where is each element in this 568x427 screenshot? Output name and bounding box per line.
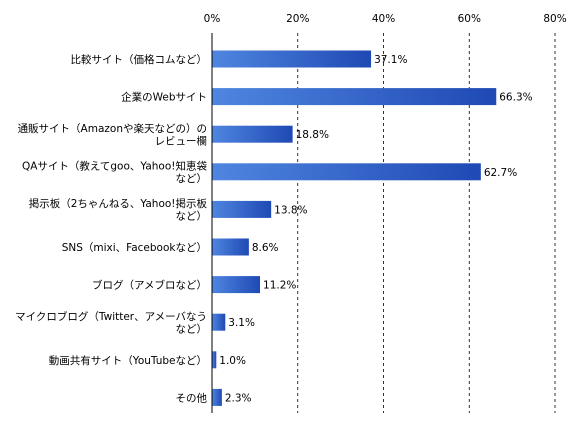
category-label: など） bbox=[176, 211, 208, 223]
bar bbox=[212, 125, 293, 143]
category-label: 企業のWebサイト bbox=[121, 91, 207, 104]
x-axis-ticks: 0% 20% 40% 60% 80% bbox=[204, 13, 567, 25]
category-label: ブログ（アメブロなど） bbox=[92, 279, 207, 292]
bar bbox=[212, 388, 222, 406]
bar-value-label: 18.8% bbox=[296, 129, 329, 141]
x-tick-label: 60% bbox=[458, 13, 481, 25]
bar-value-label: 2.3% bbox=[225, 392, 252, 404]
category-label: その他 bbox=[176, 391, 208, 404]
category-label: 比較サイト（価格コムなど） bbox=[71, 53, 208, 66]
bar-value-label: 11.2% bbox=[263, 280, 296, 292]
category-label: QAサイト（教えてgoo、Yahoo!知恵袋 bbox=[22, 160, 208, 173]
x-tick-label: 0% bbox=[204, 13, 221, 25]
bar bbox=[212, 50, 372, 68]
bar-value-label: 66.3% bbox=[499, 92, 532, 104]
category-label: 掲示板（2ちゃんねる、Yahoo!掲示板 bbox=[29, 197, 208, 210]
category-label: マイクロブログ（Twitter、アメーバなう bbox=[15, 310, 207, 323]
x-tick-label: 40% bbox=[372, 13, 395, 25]
category-label: レビュー欄 bbox=[155, 134, 208, 147]
bar bbox=[212, 200, 272, 218]
category-label: 動画共有サイト（YouTubeなど） bbox=[49, 354, 207, 367]
category-label: 通販サイト（Amazonや楽天などの）の bbox=[18, 122, 207, 135]
category-label: など） bbox=[176, 173, 208, 185]
category-label: SNS（mixi、Facebookなど） bbox=[62, 242, 207, 254]
bar bbox=[212, 313, 226, 331]
bar-value-label: 3.1% bbox=[228, 317, 255, 329]
bar-value-label: 8.6% bbox=[252, 242, 279, 254]
bars: 37.1% 66.3% 18.8% 62.7% 13.8% 8.6% 11.2% 3.1% 1.… bbox=[212, 50, 533, 406]
category-labels: 比較サイト（価格コムなど） 企業のWebサイト通販サイト（Amazonや楽天などの… bbox=[15, 53, 207, 404]
bar bbox=[212, 351, 217, 369]
x-tick-label: 20% bbox=[286, 13, 309, 25]
bar bbox=[212, 238, 249, 256]
bar-value-label: 13.8% bbox=[274, 204, 307, 216]
bar bbox=[212, 163, 481, 181]
bar-value-label: 1.0% bbox=[219, 355, 246, 367]
bar bbox=[212, 88, 497, 106]
x-tick-label: 80% bbox=[543, 13, 566, 25]
bar bbox=[212, 276, 261, 294]
category-label: など） bbox=[176, 323, 208, 335]
bar-value-label: 62.7% bbox=[484, 167, 517, 179]
bar-value-label: 37.1% bbox=[374, 54, 407, 66]
